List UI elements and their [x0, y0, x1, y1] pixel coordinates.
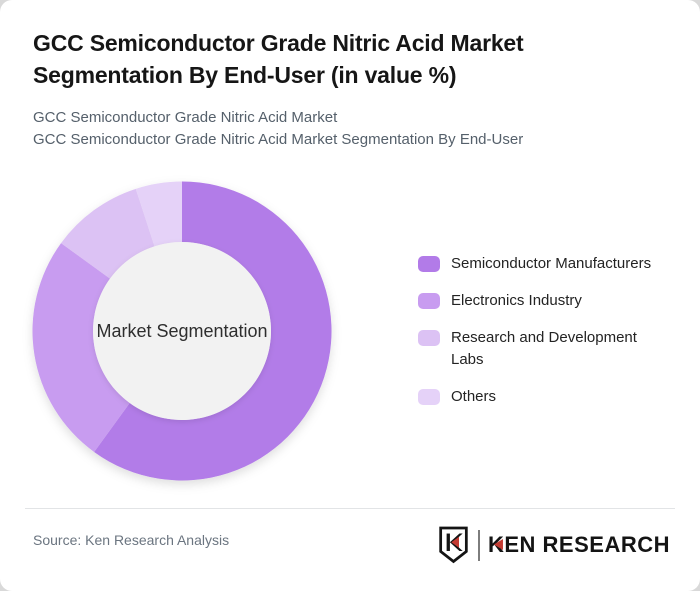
subtitle-line-1: GCC Semiconductor Grade Nitric Acid Mark… — [33, 109, 338, 126]
page-title: GCC Semiconductor Grade Nitric Acid Mark… — [33, 30, 524, 88]
donut-slice-semiconductor-manufacturers — [94, 181, 332, 481]
legend-label: Semiconductor Manufacturers — [451, 255, 652, 272]
legend-swatch-icon — [418, 256, 440, 272]
ken-research-shield-icon — [439, 526, 468, 564]
chart-legend: Semiconductor Manufacturers Electronics I… — [418, 253, 668, 408]
legend-swatch-icon — [418, 293, 440, 309]
donut-slice-research-and-development-labs — [61, 188, 155, 279]
footer-divider — [25, 508, 675, 509]
legend-item-semiconductor-manufacturers: Semiconductor Manufacturers — [418, 253, 668, 275]
donut-chart-svg — [32, 181, 332, 481]
subtitle-line-2: GCC Semiconductor Grade Nitric Acid Mark… — [33, 131, 524, 148]
logo-k-red-triangle-icon — [493, 539, 503, 550]
legend-item-research-and-development-labs: Research and Development Labs — [418, 327, 668, 371]
legend-label: Research and Development Labs — [451, 329, 637, 368]
logo-wordmark: KEN RESEARCH — [487, 532, 670, 557]
legend-swatch-icon — [418, 389, 440, 405]
donut-slice-others — [135, 181, 182, 247]
ken-research-logo: KEN RESEARCH — [437, 525, 670, 565]
source-note: Source: Ken Research Analysis — [33, 532, 230, 548]
legend-item-electronics-industry: Electronics Industry — [418, 290, 668, 312]
subtitle-block: GCC Semiconductor Grade Nitric Acid Mark… — [33, 107, 673, 151]
legend-label: Electronics Industry — [451, 292, 582, 309]
donut-slice-electronics-industry — [32, 243, 130, 452]
legend-item-others: Others — [418, 386, 668, 408]
donut-center-circle — [93, 242, 271, 420]
logo-text: KEN RESEARCH — [488, 532, 670, 558]
donut-chart: Market Segmentation — [17, 166, 347, 496]
legend-label: Others — [451, 388, 497, 405]
logo-separator — [477, 529, 480, 561]
legend-swatch-icon — [418, 330, 440, 346]
